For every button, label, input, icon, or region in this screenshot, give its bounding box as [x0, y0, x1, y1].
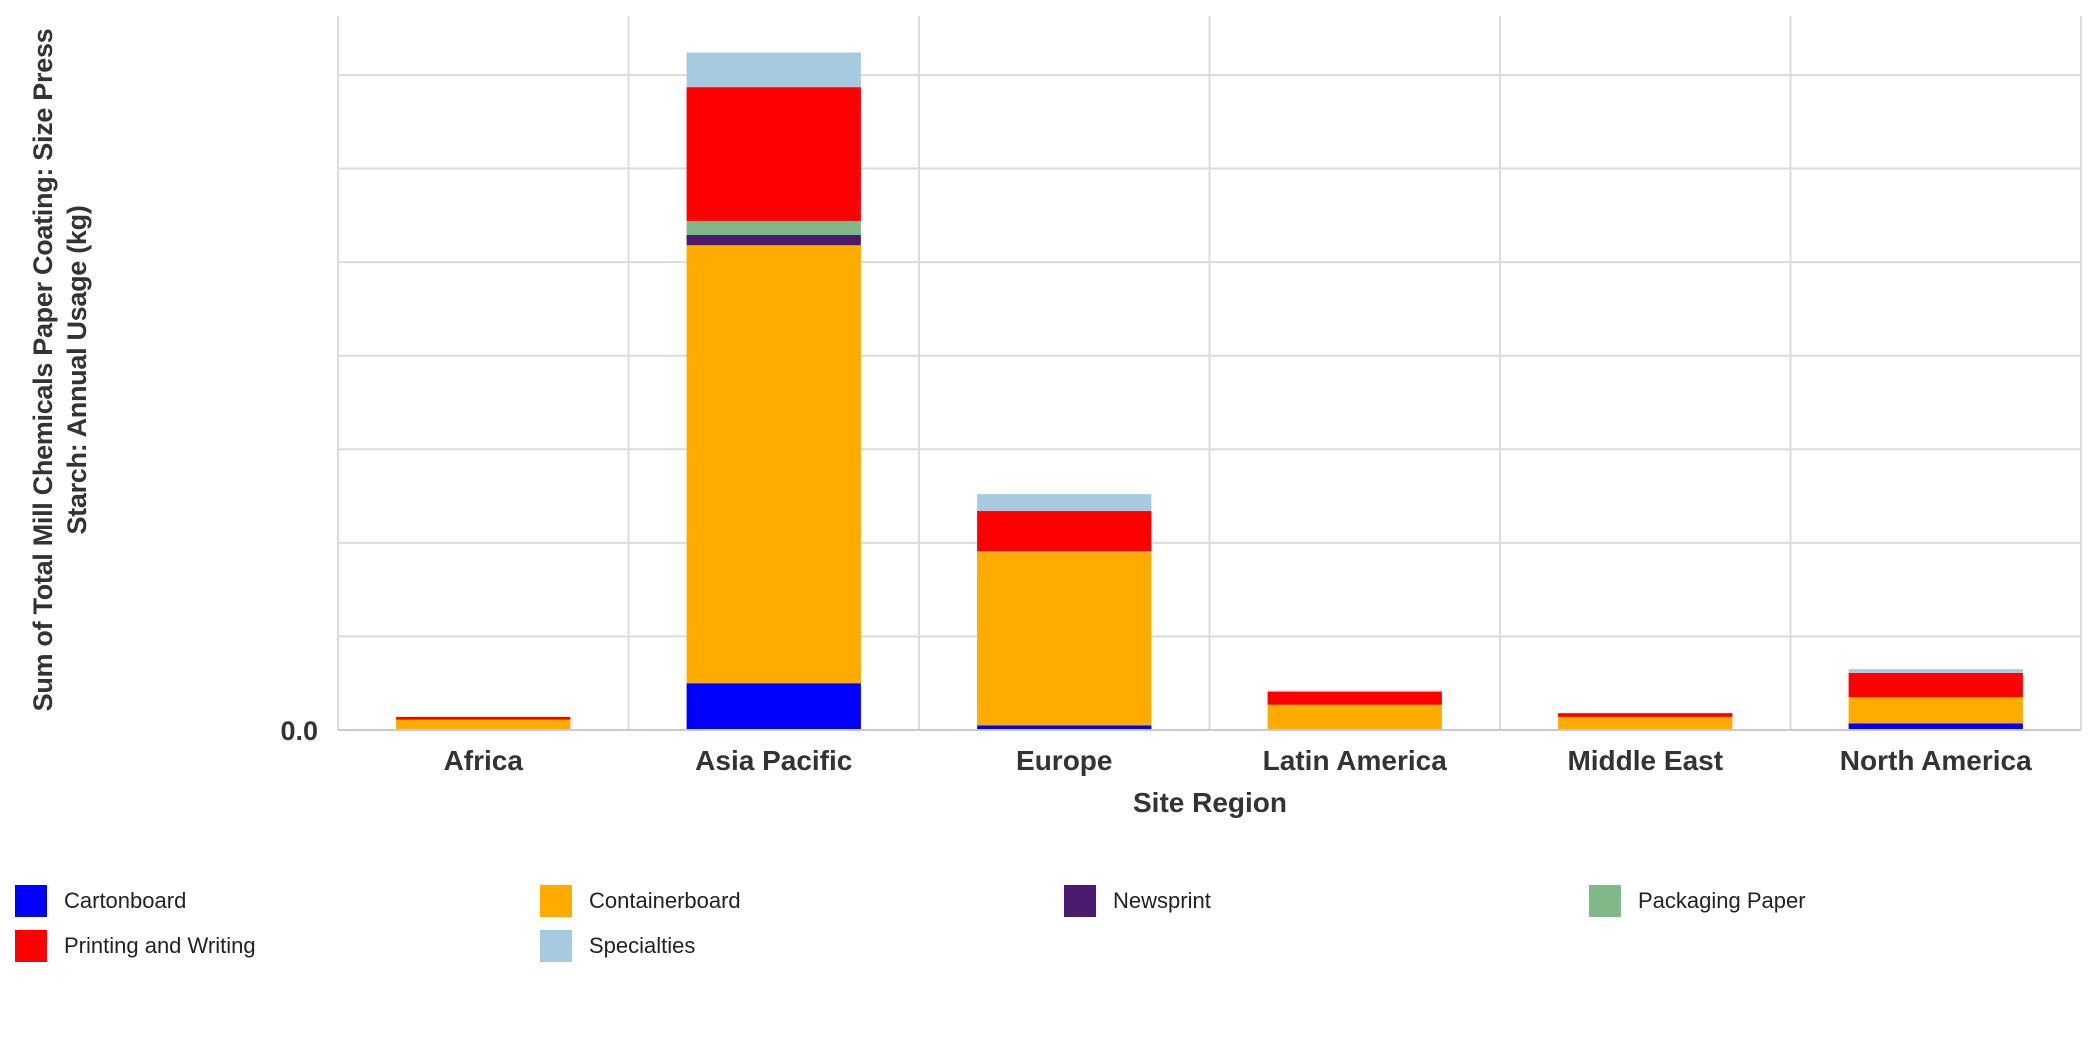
legend-swatch-icon	[540, 930, 572, 962]
x-axis-label: North America	[1839, 745, 2032, 776]
legend-label: Containerboard	[589, 888, 741, 913]
bar-segment	[686, 234, 861, 246]
legend-label: Newsprint	[1113, 888, 1211, 913]
legend-swatch-icon	[540, 885, 572, 917]
x-axis-label: Europe	[1016, 745, 1113, 776]
bar-segment	[1267, 690, 1442, 692]
bar-segment	[396, 716, 571, 720]
legend-item[interactable]: Printing and Writing	[15, 929, 256, 963]
bar-segment	[1558, 716, 1733, 730]
bar-stack	[977, 494, 1152, 730]
bar-segment	[686, 683, 861, 730]
bar-stack	[1267, 690, 1442, 730]
y-axis-title-line-2: Starch: Annual Usage (kg)	[62, 205, 92, 535]
bar-segment	[977, 552, 1152, 726]
bar-segment	[1267, 704, 1442, 730]
legend-item[interactable]: Newsprint	[1064, 884, 1211, 918]
legend-item[interactable]: Containerboard	[540, 884, 741, 918]
bar-segment	[977, 511, 1152, 552]
bar-stack	[1558, 713, 1733, 730]
legend-item[interactable]: Packaging Paper	[1589, 884, 1806, 918]
x-axis-label: Middle East	[1567, 745, 1724, 776]
bar-segment	[1267, 691, 1442, 705]
y-axis-title: Sum of Total Mill Chemicals Paper Coatin…	[26, 10, 94, 730]
y-axis-zero-label: 0.0	[280, 716, 318, 746]
bar-segment	[1848, 697, 2023, 724]
bar-segment	[1848, 723, 2023, 730]
bar-segment	[977, 494, 1152, 512]
bar-stack	[1848, 669, 2023, 730]
x-axis-label: Latin America	[1262, 745, 1447, 776]
x-axis-label: Africa	[443, 745, 523, 776]
legend-item[interactable]: Specialties	[540, 929, 695, 963]
bar-segment	[686, 87, 861, 221]
x-axis-title: Site Region	[1132, 787, 1288, 818]
bar-segment	[686, 245, 861, 684]
legend-label: Printing and Writing	[64, 933, 256, 958]
legend-label: Cartonboard	[64, 888, 187, 913]
bar-segment	[977, 725, 1152, 730]
bar-segment	[1848, 672, 2023, 698]
bar-segment	[686, 220, 861, 235]
legend-swatch-icon	[1064, 885, 1096, 917]
legend: Cartonboard Containerboard Newsprint Packag…	[0, 884, 2097, 974]
bar-segment	[1558, 713, 1733, 717]
legend-swatch-icon	[1589, 885, 1621, 917]
bar-segment	[686, 52, 861, 88]
bar-segment	[977, 551, 1152, 553]
legend-item[interactable]: Cartonboard	[15, 884, 186, 918]
x-axis-label: Asia Pacific	[695, 745, 853, 776]
bar-segment	[396, 719, 571, 730]
bar-stack	[396, 716, 571, 730]
legend-swatch-icon	[15, 885, 47, 917]
bar-segment	[1848, 669, 2023, 673]
legend-swatch-icon	[15, 930, 47, 962]
bar-stack	[686, 52, 861, 730]
legend-label: Packaging Paper	[1638, 888, 1806, 913]
legend-label: Specialties	[589, 933, 696, 958]
y-axis-title-line-1: Sum of Total Mill Chemicals Paper Coatin…	[28, 28, 58, 712]
